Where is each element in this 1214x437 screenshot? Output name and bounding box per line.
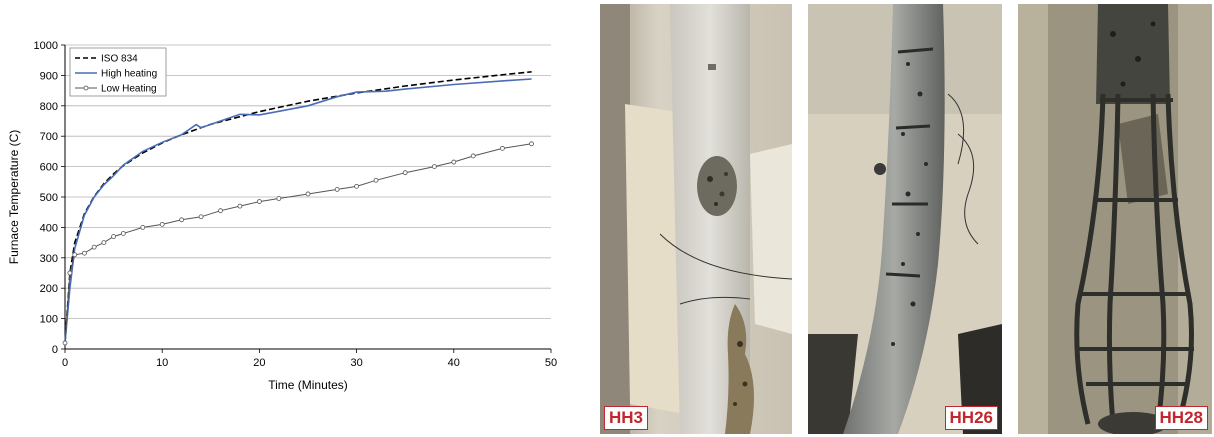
- x-tick-label-3: 30: [350, 357, 362, 369]
- axes: [61, 44, 552, 353]
- series-point-2-14: [256, 199, 262, 204]
- x-tick-label-1: 10: [156, 357, 168, 369]
- series-point-2-22: [451, 159, 457, 165]
- photo-hh3: HH3: [600, 4, 792, 434]
- y-tick-label-6: 600: [40, 162, 58, 174]
- legend-label-1: High heating: [101, 69, 157, 80]
- series-point-2-19: [373, 177, 379, 183]
- furnace-temperature-chart: 0 100 200 300 400 500 600 700 800 900 1000 0 10 20 30…: [7, 40, 557, 392]
- legend-label-0: ISO 834: [101, 54, 138, 65]
- series-point-2-10: [179, 217, 185, 223]
- series-point-2-21: [431, 164, 437, 170]
- y-tick-labels: 0 100 200 300 400 500 600 700 800 900 1000: [34, 40, 58, 356]
- series-point-2-25: [529, 141, 534, 147]
- series-point-2-0: [62, 340, 68, 346]
- legend: ISO 834 High heating Low Heating: [69, 47, 167, 97]
- y-axis-title: Furnace Temperature (C): [7, 130, 21, 265]
- y-tick-label-2: 200: [40, 283, 58, 295]
- photo-label-hh26: HH26: [944, 406, 998, 430]
- spalled-column-photo-icon-2: [808, 4, 1002, 434]
- series-point-2-11: [198, 214, 204, 220]
- series-point-2-17: [334, 186, 340, 192]
- series-point-2-12: [218, 208, 223, 214]
- y-tick-label-0: 0: [52, 344, 58, 356]
- series-point-2-9: [159, 221, 165, 227]
- y-tick-label-9: 900: [40, 70, 58, 82]
- series-point-2-8: [140, 224, 146, 230]
- y-tick-label-5: 500: [40, 192, 58, 204]
- series-layer: [62, 71, 534, 346]
- series-point-2-1: [67, 270, 73, 276]
- series-point-2-18: [354, 183, 360, 189]
- x-axis-title: Time (Minutes): [268, 378, 348, 392]
- series-point-2-16: [305, 191, 311, 197]
- series-point-2-3: [82, 250, 87, 256]
- exposed-rebar-cage-photo-icon: [1018, 4, 1212, 434]
- x-tick-label-0: 0: [62, 357, 68, 369]
- x-tick-label-2: 20: [253, 357, 265, 369]
- series-line-2: [64, 143, 532, 343]
- series-line-0: [64, 71, 532, 343]
- y-tick-label-3: 300: [40, 253, 58, 265]
- y-tick-label-10: 1000: [34, 40, 58, 52]
- x-tick-label-4: 40: [448, 357, 460, 369]
- series-point-2-6: [111, 234, 116, 239]
- photo-hh28: HH28: [1018, 4, 1212, 434]
- series-point-2-24: [499, 145, 505, 151]
- x-tick-labels: 0 10 20 30 40 50: [62, 357, 557, 369]
- photo-label-hh28: HH28: [1154, 406, 1208, 430]
- series-line-1: [64, 78, 532, 343]
- photo-hh26: HH26: [808, 4, 1002, 434]
- series-point-2-15: [276, 196, 282, 201]
- spalled-column-photo-icon: [600, 4, 792, 434]
- x-tick-label-5: 50: [545, 357, 557, 369]
- series-point-2-20: [402, 170, 408, 176]
- legend-marker-2: [83, 85, 89, 91]
- y-tick-label-8: 800: [40, 101, 58, 113]
- series-point-2-4: [91, 244, 97, 250]
- series-point-2-5: [101, 240, 107, 246]
- photo-label-hh3: HH3: [604, 406, 649, 430]
- y-tick-label-7: 700: [40, 131, 58, 143]
- legend-label-2: Low Heating: [101, 84, 157, 95]
- series-point-2-7: [120, 231, 126, 236]
- series-point-2-2: [72, 252, 78, 258]
- y-tick-label-4: 400: [40, 222, 58, 234]
- series-point-2-23: [470, 153, 476, 159]
- series-point-2-13: [237, 203, 243, 209]
- y-tick-label-1: 100: [40, 314, 58, 326]
